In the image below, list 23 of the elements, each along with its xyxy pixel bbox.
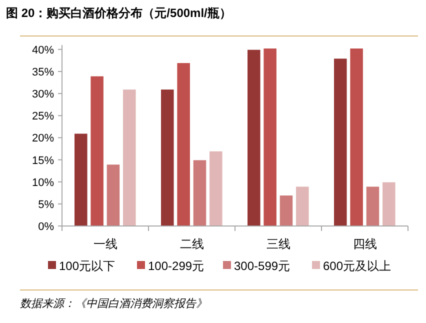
x-tick-label: 三线 — [266, 237, 290, 251]
y-tick-label: 35% — [32, 66, 54, 78]
legend-label: 300-599元 — [234, 259, 290, 273]
y-tick-label: 40% — [32, 44, 54, 56]
legend-label: 100-299元 — [148, 259, 204, 273]
y-tick-label: 5% — [38, 198, 54, 211]
bar — [246, 49, 262, 226]
y-tick-label: 0% — [38, 221, 54, 233]
source-note: 数据来源：《中国白酒消费洞察报告》 — [20, 297, 207, 310]
y-tick-label: 20% — [32, 132, 54, 145]
y-tick-label: 30% — [32, 88, 54, 101]
x-tick-label: 四线 — [352, 237, 377, 251]
y-tick-label: 10% — [32, 176, 54, 189]
bar — [160, 88, 175, 226]
legend-label: 600元及以上 — [323, 259, 392, 273]
y-tick-label: 15% — [32, 154, 54, 167]
bar — [74, 132, 88, 226]
y-tick-label: 25% — [32, 110, 54, 123]
legend-label: 100元以下 — [59, 259, 116, 273]
chart-title: 图 20：购买白酒价格分布（元/500ml/瓶） — [6, 6, 232, 20]
x-tick-label: 一线 — [93, 237, 118, 251]
bar — [333, 58, 348, 226]
x-tick-label: 二线 — [180, 237, 204, 251]
